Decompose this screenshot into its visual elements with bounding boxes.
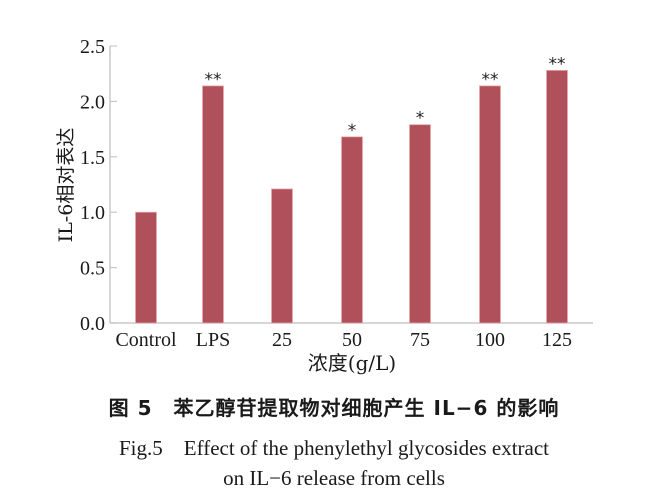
significance-marker: ** [205, 70, 222, 90]
bar-75 [409, 124, 431, 324]
caption-english-line2: on IL−6 release from cells [223, 466, 445, 490]
significance-marker: * [348, 121, 357, 141]
bar-25 [271, 188, 293, 324]
bar-50 [341, 136, 363, 324]
x-axis-label: 浓度(g/L) [308, 351, 396, 375]
bars [135, 69, 568, 324]
bar-lps [202, 85, 224, 324]
x-tick-label: 125 [542, 329, 572, 351]
caption-chinese: 图 5 苯乙醇苷提取物对细胞产生 IL−6 的影响 [108, 396, 560, 420]
y-tick-label: 0.0 [80, 313, 105, 335]
y-axis-label: IL-6相对表达 [55, 128, 77, 243]
y-tick-label: 0.5 [80, 258, 105, 280]
y-tick-label: 1.5 [80, 147, 105, 169]
significance-marker: ** [549, 54, 566, 74]
bar-control [135, 211, 157, 324]
x-tick-label: 75 [410, 329, 430, 351]
caption-english-line1: Fig.5 Effect of the phenylethyl glycosid… [119, 436, 549, 460]
significance-marker: ** [482, 70, 499, 90]
x-tick-label: 100 [475, 329, 505, 351]
x-tick-label: LPS [196, 329, 230, 351]
bar-125 [546, 69, 568, 324]
significance-marker: * [416, 109, 425, 129]
x-tick-label: 50 [342, 329, 362, 351]
bar-100 [479, 85, 501, 324]
x-tick-label: Control [115, 329, 177, 351]
y-tick-label: 2.0 [80, 91, 105, 113]
y-tick-label: 1.0 [80, 202, 105, 224]
y-tick-label: 2.5 [80, 36, 105, 58]
x-tick-label: 25 [272, 329, 292, 351]
